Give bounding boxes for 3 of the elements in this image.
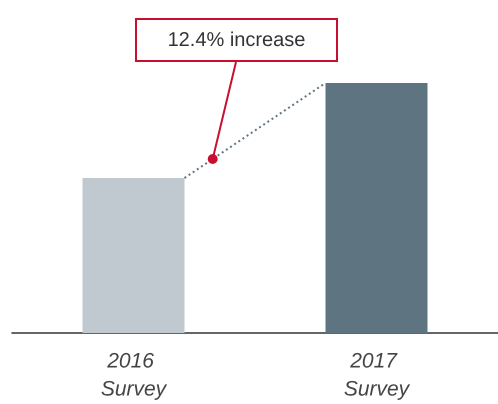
text: 12.4% increase: [135, 18, 338, 62]
x-tick-label: 2017 Survey: [344, 350, 411, 400]
x-tick-label: 2016 Survey: [100, 350, 168, 400]
